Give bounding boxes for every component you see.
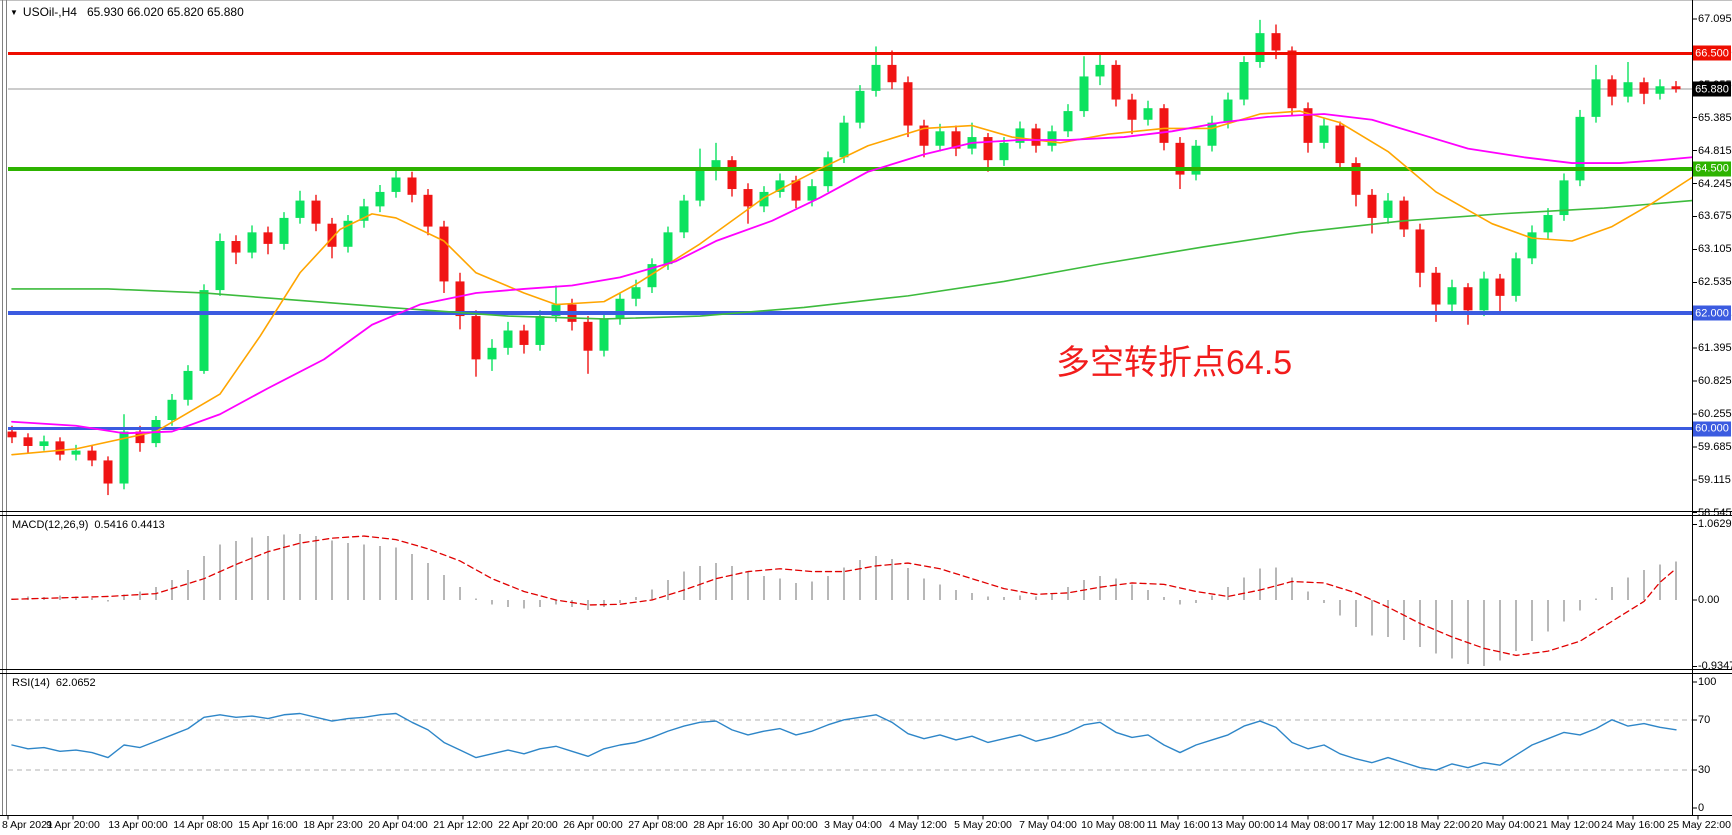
rsi-axis-tick-label: 100 bbox=[1698, 676, 1717, 688]
time-axis-label: 13 May 00:00 bbox=[1211, 819, 1275, 831]
price-level-label: 62.000 bbox=[1693, 305, 1731, 321]
moving-averages-layer bbox=[11, 110, 1693, 456]
time-axis-label: 21 May 12:00 bbox=[1536, 819, 1600, 831]
current-price-label: 65.880 bbox=[1693, 81, 1731, 97]
price-axis-tick-label: 59.115 bbox=[1698, 473, 1731, 486]
time-axis-label: 21 Apr 12:00 bbox=[433, 819, 493, 831]
macd-axis-tick-label: 1.0629 bbox=[1698, 518, 1732, 531]
time-axis-label: 18 Apr 23:00 bbox=[303, 819, 363, 831]
time-axis-label: 8 Apr 2021 bbox=[2, 819, 53, 831]
macd-panel[interactable] bbox=[11, 533, 1677, 667]
time-axis-label: 22 Apr 20:00 bbox=[498, 819, 558, 831]
ohlc-values: 65.930 66.020 65.820 65.880 bbox=[86, 5, 244, 19]
rsi-panel[interactable] bbox=[8, 712, 1692, 771]
price-axis-tick-label: 63.675 bbox=[1698, 210, 1732, 223]
time-axis-label: 9 Apr 20:00 bbox=[46, 819, 100, 831]
price-level-lines[interactable] bbox=[8, 51, 1692, 431]
rsi-axis-tick-label: 70 bbox=[1698, 713, 1711, 726]
time-axis-label: 17 May 12:00 bbox=[1341, 819, 1405, 831]
rsi-indicator-label: RSI(14) 62.0652 bbox=[12, 677, 96, 689]
time-axis-label: 28 Apr 16:00 bbox=[693, 819, 753, 831]
price-axis-tick-label: 65.385 bbox=[1698, 111, 1732, 124]
macd-axis-tick-label: -0.9347 bbox=[1698, 660, 1732, 673]
time-axis-label: 18 May 22:00 bbox=[1406, 819, 1470, 831]
rsi-axis-tick-label: 0 bbox=[1698, 802, 1705, 814]
price-axis-tick-label: 61.395 bbox=[1698, 342, 1732, 355]
macd-indicator-label: MACD(12,26,9) 0.5416 0.4413 bbox=[12, 519, 165, 531]
price-level-label: 60.000 bbox=[1693, 421, 1731, 437]
rsi-value: 62.0652 bbox=[55, 677, 96, 689]
price-axis-tick-label: 63.105 bbox=[1698, 243, 1732, 256]
macd-values: 0.5416 0.4413 bbox=[94, 519, 165, 531]
chart-title-bar: ▼ USOil-,H4 65.930 66.020 65.820 65.880 bbox=[10, 5, 244, 19]
time-axis-label: 14 Apr 08:00 bbox=[173, 819, 233, 831]
time-axis-label: 4 May 12:00 bbox=[889, 819, 947, 831]
price-level-label: 64.500 bbox=[1693, 161, 1731, 177]
price-axis-tick-label: 60.255 bbox=[1698, 407, 1732, 420]
price-axis-tick-label: 59.685 bbox=[1698, 440, 1732, 453]
price-axis-tick-label: 58.545 bbox=[1698, 506, 1732, 519]
chart-annotation-text[interactable]: 多空转折点64.5 bbox=[1056, 344, 1293, 382]
price-level-label: 66.500 bbox=[1693, 45, 1731, 61]
time-axis-label: 14 May 08:00 bbox=[1276, 819, 1340, 831]
time-axis-label: 3 May 04:00 bbox=[824, 819, 882, 831]
time-axis-label: 26 Apr 00:00 bbox=[563, 819, 623, 831]
rsi-name: RSI(14) bbox=[12, 677, 50, 689]
time-axis-label: 5 May 20:00 bbox=[954, 819, 1012, 831]
price-axis-tick-label: 62.535 bbox=[1698, 276, 1732, 289]
time-axis-label: 25 May 22:00 bbox=[1667, 819, 1731, 831]
symbol-period-label: USOil-,H4 bbox=[22, 5, 77, 19]
time-axis-label: 27 Apr 08:00 bbox=[628, 819, 688, 831]
price-axis-tick-label: 60.825 bbox=[1698, 375, 1732, 388]
time-axis-label: 30 Apr 00:00 bbox=[758, 819, 818, 831]
collapse-chart-icon[interactable]: ▼ bbox=[10, 8, 18, 17]
time-axis-label: 15 Apr 16:00 bbox=[238, 819, 298, 831]
price-axis-tick-label: 64.815 bbox=[1698, 144, 1732, 157]
price-axis-tick-label: 67.095 bbox=[1698, 13, 1732, 25]
rsi-axis-tick-label: 30 bbox=[1698, 764, 1711, 777]
macd-axis-tick-label: 0.00 bbox=[1698, 594, 1720, 606]
time-axis-label: 7 May 04:00 bbox=[1019, 819, 1077, 831]
time-axis-label: 20 May 04:00 bbox=[1471, 819, 1535, 831]
time-axis-label: 13 Apr 00:00 bbox=[108, 819, 168, 831]
time-axis-label: 20 Apr 04:00 bbox=[368, 819, 428, 831]
candles-layer bbox=[7, 19, 1681, 496]
price-axis-tick-label: 64.245 bbox=[1698, 177, 1732, 190]
time-axis-label: 11 May 16:00 bbox=[1146, 819, 1210, 831]
time-axis-label: 10 May 08:00 bbox=[1081, 819, 1145, 831]
macd-name: MACD(12,26,9) bbox=[12, 519, 89, 531]
time-axis-label: 24 May 16:00 bbox=[1601, 819, 1665, 831]
